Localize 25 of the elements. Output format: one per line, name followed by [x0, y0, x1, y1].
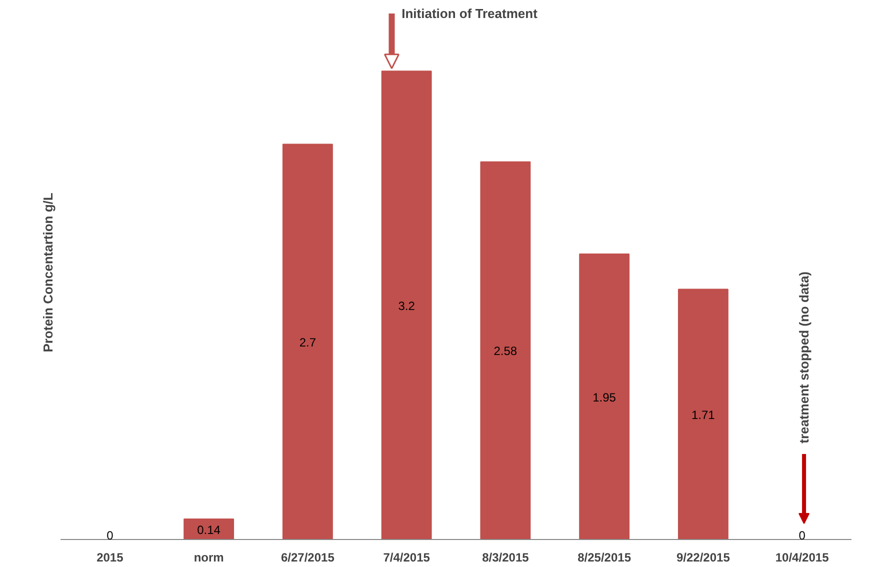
bar — [480, 161, 531, 540]
x-tick-label: 8/3/2015 — [482, 550, 530, 564]
x-tick-label: 2015 — [96, 550, 124, 564]
data-label: 0 — [798, 528, 806, 543]
annotation: treatment stopped (no data) — [796, 271, 812, 444]
x-tick-label: 8/25/2015 — [578, 550, 632, 564]
data-label: 2.7 — [299, 335, 316, 350]
data-label: 2.58 — [494, 344, 518, 358]
data-label: 0.14 — [197, 522, 221, 537]
text: Initiation of Treatment — [402, 6, 538, 22]
bar — [579, 254, 630, 540]
bar — [678, 288, 728, 540]
x-tick-label: 6/27/2015 — [280, 550, 335, 564]
data-label: 0 — [106, 528, 114, 543]
data-label: 1.71 — [692, 408, 716, 422]
bar — [381, 70, 432, 540]
data-label: 3.2 — [398, 298, 416, 313]
x-tick-label: norm — [194, 550, 224, 564]
bar — [184, 518, 234, 540]
y-axis-title: Protein Concentartion g/L — [40, 192, 56, 352]
x-tick-label: 9/22/2015 — [676, 550, 730, 564]
x-tick-label: 10/4/2015 — [775, 550, 830, 564]
bar — [282, 144, 333, 540]
data-label: 1.95 — [592, 390, 616, 404]
x-tick-label: 7/4/2015 — [383, 550, 430, 564]
